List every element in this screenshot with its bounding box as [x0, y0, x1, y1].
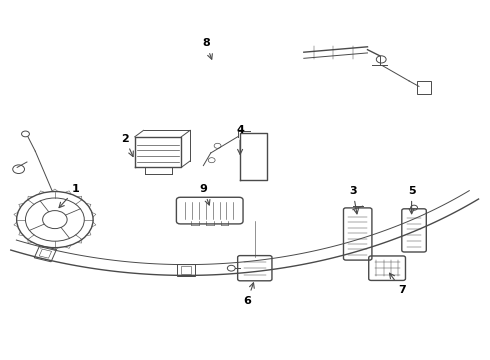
Text: 9: 9	[199, 184, 210, 205]
Text: 2: 2	[121, 134, 133, 157]
Bar	[416, 81, 431, 94]
Text: 6: 6	[244, 283, 254, 306]
Text: 8: 8	[202, 38, 212, 59]
Text: 3: 3	[349, 186, 359, 214]
Text: 5: 5	[408, 186, 416, 214]
Text: 1: 1	[59, 184, 80, 208]
Text: 4: 4	[236, 125, 244, 154]
Text: 7: 7	[390, 273, 406, 295]
